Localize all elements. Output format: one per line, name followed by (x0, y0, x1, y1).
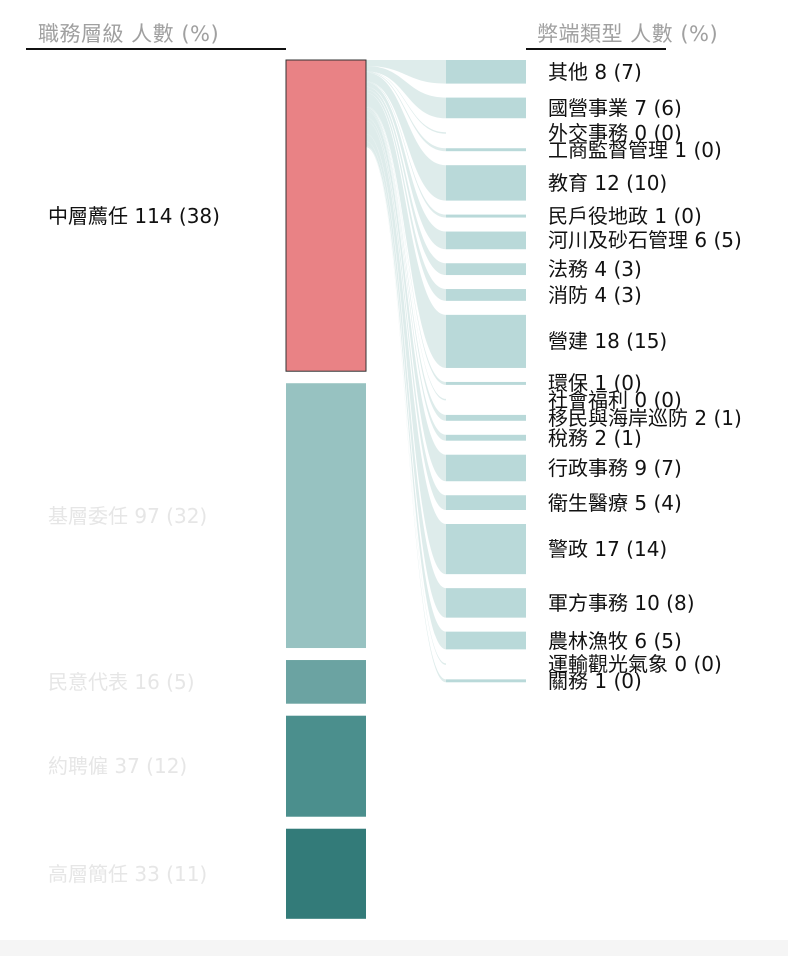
target-label-稅務[interactable]: 稅務 2 (1) (548, 425, 642, 450)
link-民戶役地政 (366, 81, 446, 218)
link-衛生醫療 (366, 117, 446, 510)
target-label-社會福利[interactable]: 社會福利 0 (0) (548, 387, 682, 412)
link-其他 (366, 60, 446, 84)
link-消防 (366, 89, 446, 301)
source-label-高層簡任[interactable]: 高層簡任 33 (11) (48, 861, 208, 886)
target-node-法務[interactable] (446, 263, 526, 276)
link-軍方事務 (366, 133, 446, 618)
target-label-其他[interactable]: 其他 8 (7) (548, 59, 642, 84)
link-運輸觀光氣象 (366, 146, 446, 665)
target-label-工商監督管理[interactable]: 工商監督管理 1 (0) (548, 137, 722, 162)
link-稅務 (366, 109, 446, 441)
target-node-行政事務[interactable] (446, 454, 526, 482)
link-社會福利 (366, 107, 446, 401)
source-node-約聘僱[interactable] (286, 715, 366, 817)
target-label-民戶役地政[interactable]: 民戶役地政 1 (0) (548, 204, 702, 229)
source-node-基層委任[interactable] (286, 383, 366, 649)
target-node-河川及砂石管理[interactable] (446, 231, 526, 250)
target-node-工商監督管理[interactable] (446, 148, 526, 152)
target-label-關務[interactable]: 關務 1 (0) (548, 668, 642, 693)
target-label-衛生醫療[interactable]: 衛生醫療 5 (4) (548, 490, 682, 515)
link-環保 (366, 106, 446, 385)
target-label-外交事務[interactable]: 外交事務 0 (0) (548, 121, 682, 146)
target-node-衛生醫療[interactable] (446, 495, 526, 510)
target-node-移民與海岸巡防[interactable] (446, 414, 526, 421)
link-行政事務 (366, 110, 446, 482)
target-node-民戶役地政[interactable] (446, 214, 526, 218)
target-node-教育[interactable] (446, 165, 526, 201)
link-營建 (366, 92, 446, 368)
target-label-消防[interactable]: 消防 4 (3) (548, 282, 642, 307)
target-label-軍方事務[interactable]: 軍方事務 10 (8) (548, 590, 695, 615)
target-label-河川及砂石管理[interactable]: 河川及砂石管理 6 (5) (548, 228, 742, 253)
target-node-稅務[interactable] (446, 434, 526, 441)
link-河川及砂石管理 (366, 82, 446, 250)
target-label-移民與海岸巡防[interactable]: 移民與海岸巡防 2 (1) (548, 405, 742, 430)
target-label-營建[interactable]: 營建 18 (15) (548, 329, 668, 354)
links-group (366, 60, 446, 683)
target-label-農林漁牧[interactable]: 農林漁牧 6 (5) (548, 628, 682, 653)
source-label-基層委任[interactable]: 基層委任 97 (32) (48, 503, 208, 528)
target-node-關務[interactable] (446, 679, 526, 683)
target-node-農林漁牧[interactable] (446, 631, 526, 650)
source-label-民意代表[interactable]: 民意代表 16 (5) (48, 669, 195, 694)
target-label-警政[interactable]: 警政 17 (14) (548, 537, 668, 562)
left-header-underline (26, 48, 286, 50)
link-法務 (366, 86, 446, 276)
target-node-環保[interactable] (446, 381, 526, 385)
target-label-環保[interactable]: 環保 1 (0) (548, 371, 642, 396)
target-label-行政事務[interactable]: 行政事務 9 (7) (548, 455, 682, 480)
target-node-警政[interactable] (446, 524, 526, 575)
source-node-高層簡任[interactable] (286, 828, 366, 919)
target-node-營建[interactable] (446, 314, 526, 368)
link-關務 (366, 146, 446, 683)
link-農林漁牧 (366, 141, 446, 650)
link-國營事業 (366, 66, 446, 119)
source-node-民意代表[interactable] (286, 660, 366, 704)
target-node-其他[interactable] (446, 60, 526, 84)
source-node-中層薦任[interactable] (285, 59, 367, 372)
target-label-運輸觀光氣象[interactable]: 運輸觀光氣象 0 (0) (548, 652, 722, 677)
link-移民與海岸巡防 (366, 107, 446, 421)
link-工商監督管理 (366, 71, 446, 152)
target-label-教育[interactable]: 教育 12 (10) (548, 170, 668, 195)
target-node-國營事業[interactable] (446, 97, 526, 119)
target-node-消防[interactable] (446, 289, 526, 301)
left-header: 職務層級 人數 (%) (38, 22, 220, 46)
link-警政 (366, 121, 446, 575)
right-header: 弊端類型 人數 (%) (537, 22, 719, 46)
target-label-國營事業[interactable]: 國營事業 7 (6) (548, 95, 682, 120)
target-label-法務[interactable]: 法務 4 (3) (548, 257, 642, 282)
right-header-underline (526, 48, 666, 50)
link-教育 (366, 72, 446, 201)
source-label-中層薦任[interactable]: 中層薦任 114 (38) (48, 203, 220, 228)
source-label-約聘僱[interactable]: 約聘僱 37 (12) (48, 754, 188, 779)
link-外交事務 (366, 71, 446, 134)
target-node-軍方事務[interactable] (446, 588, 526, 618)
